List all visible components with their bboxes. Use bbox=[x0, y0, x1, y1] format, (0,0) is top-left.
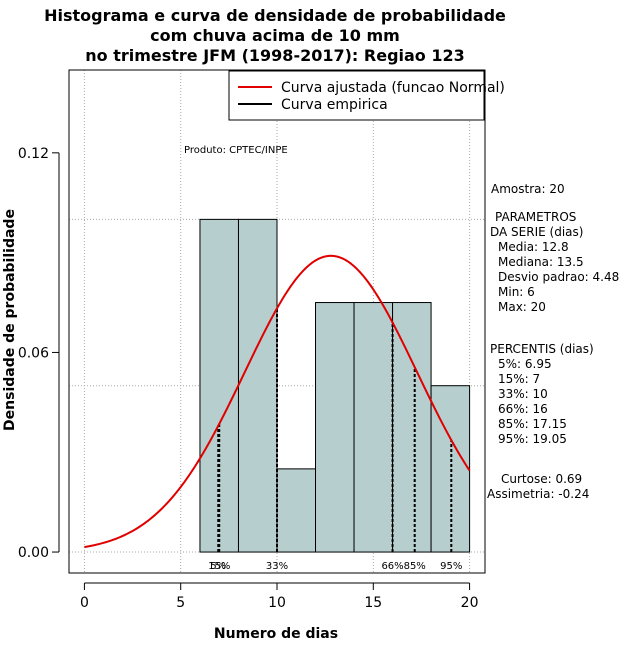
x-axis: 0 5 10 15 20 bbox=[80, 582, 479, 611]
y-axis: 0.00 0.06 0.12 bbox=[18, 146, 60, 561]
sample-size: Amostra: 20 bbox=[491, 182, 565, 196]
y-tick-label-1: 0.06 bbox=[18, 345, 49, 361]
percentile-label-0: 5% bbox=[210, 561, 226, 572]
bar-2 bbox=[276, 468, 317, 553]
params-header-2: DA SERIE (dias) bbox=[490, 225, 583, 239]
plot-frame bbox=[68, 69, 486, 574]
kurtosis: Curtose: 0.69 bbox=[501, 472, 582, 486]
param-sd: Desvio padrao: 4.48 bbox=[498, 270, 619, 284]
title-line-2: com chuva acima de 10 mm bbox=[150, 26, 400, 45]
x-tick-label-4: 20 bbox=[461, 595, 479, 611]
stats-panel: Amostra: 20 PARAMETROS DA SERIE (dias) M… bbox=[487, 182, 619, 501]
percentil-5: 5%: 6.95 bbox=[498, 357, 552, 371]
bar-0 bbox=[199, 218, 239, 553]
percentis-header: PERCENTIS (dias) bbox=[490, 342, 594, 356]
param-max: Max: 20 bbox=[498, 300, 546, 314]
x-tick-label-2: 10 bbox=[268, 595, 286, 611]
percentil-15: 15%: 7 bbox=[498, 372, 540, 386]
legend-box bbox=[228, 70, 485, 121]
params-header-1: PARAMETROS bbox=[495, 210, 576, 224]
percentile-label-3: 66% bbox=[381, 561, 403, 572]
bar-3 bbox=[315, 302, 355, 553]
percentile-label-5: 95% bbox=[440, 561, 462, 572]
y-tick-label-0: 0.00 bbox=[18, 545, 49, 561]
percentil-85: 85%: 17.15 bbox=[498, 417, 567, 431]
legend-label-fit: Curva ajustada (funcao Normal) bbox=[281, 80, 505, 96]
percentil-33: 33%: 10 bbox=[498, 387, 548, 401]
percentile-label-1: 15% bbox=[208, 561, 230, 572]
bar-1 bbox=[237, 218, 278, 553]
percentile-label-4: 85% bbox=[404, 561, 426, 572]
legend-label-empirical: Curva empirica bbox=[281, 97, 388, 113]
legend: Curva ajustada (funcao Normal) Curva emp… bbox=[228, 70, 505, 121]
skewness: Assimetria: -0.24 bbox=[487, 487, 589, 501]
percentil-95: 95%: 19.05 bbox=[498, 432, 567, 446]
percentil-66: 66%: 16 bbox=[498, 402, 548, 416]
y-axis-label: Densidade de probabilidade bbox=[2, 209, 18, 431]
x-axis-label: Numero de dias bbox=[214, 626, 338, 642]
percentile-markers: 5%15% 33% 66% 85% 95% bbox=[208, 308, 462, 572]
bar-4 bbox=[353, 302, 394, 553]
title-line-1: Histograma e curva de densidade de proba… bbox=[44, 6, 506, 25]
x-tick-label-1: 5 bbox=[176, 595, 185, 611]
param-mean: Media: 12.8 bbox=[498, 240, 569, 254]
product-annotation: Produto: CPTEC/INPE bbox=[184, 145, 288, 156]
normal-fit-curve bbox=[84, 254, 471, 549]
y-tick-label-2: 0.12 bbox=[18, 146, 49, 162]
x-tick-label-0: 0 bbox=[80, 595, 89, 611]
param-median: Mediana: 13.5 bbox=[498, 255, 584, 269]
fit-curve-path bbox=[84, 254, 471, 549]
histogram-bars bbox=[199, 218, 471, 553]
bar-5 bbox=[392, 302, 432, 553]
param-min: Min: 6 bbox=[498, 285, 535, 299]
x-tick-label-3: 15 bbox=[364, 595, 382, 611]
title-line-3: no trimestre JFM (1998-2017): Regiao 123 bbox=[85, 46, 465, 65]
percentile-label-2: 33% bbox=[266, 561, 288, 572]
chart-title: Histograma e curva de densidade de proba… bbox=[44, 6, 506, 65]
